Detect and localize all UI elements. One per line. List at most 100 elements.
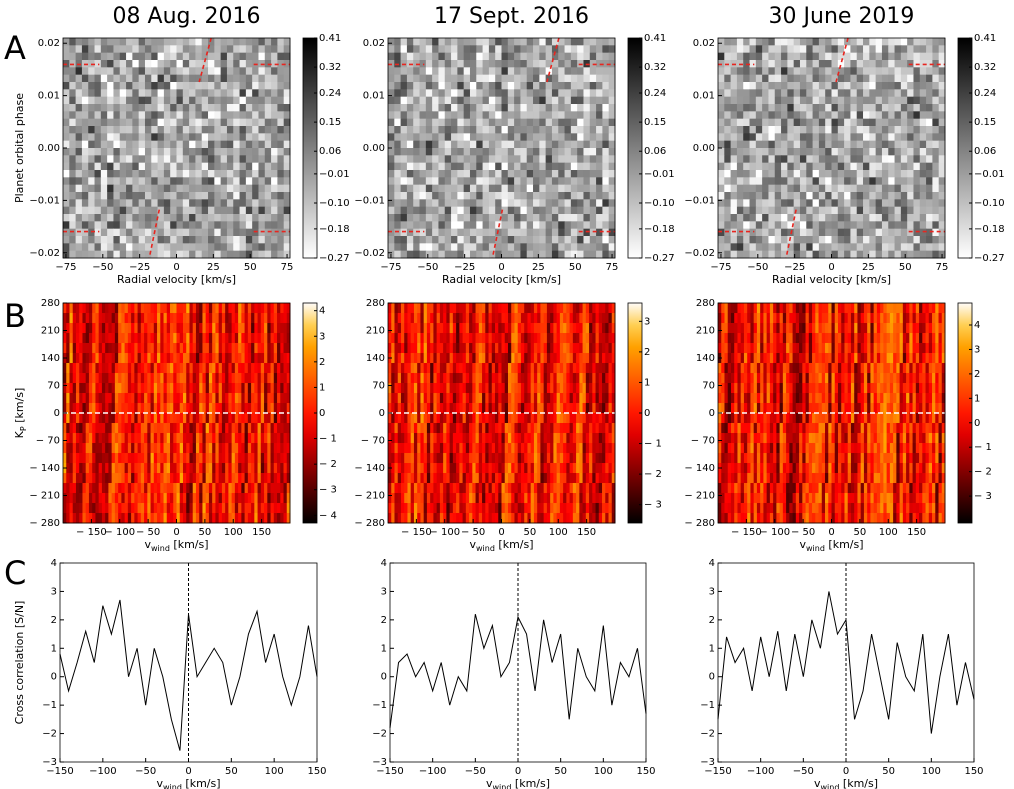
heatmap-cell [170,493,174,504]
heatmap-cell [238,373,242,384]
heatmap-cell [98,473,103,484]
heatmap-cell [105,363,109,374]
heatmap-cell [118,403,122,414]
heatmap-cell [189,413,194,424]
heatmap-cell [108,423,113,434]
heatmap-cell [233,170,241,178]
heatmap-cell [63,493,67,504]
heatmap-cell [111,403,116,414]
heatmap-cell [150,513,155,524]
heatmap-cell [220,184,228,193]
heatmap-cell [137,403,142,414]
heatmap-cell [144,170,152,178]
heatmap-cell [850,148,858,156]
heatmap-cell [88,413,93,424]
heatmap-cell [189,353,194,364]
heatmap-cell [221,333,226,344]
heatmap-cell [247,383,252,394]
heatmap-cell [63,52,70,61]
heatmap-cell [564,184,572,193]
heatmap-cell [88,199,96,208]
heatmap-cell [583,236,591,244]
heatmap-cell [825,184,832,193]
heatmap-cell [100,104,108,112]
heatmap-cell [221,313,226,324]
heatmap-cell [844,67,851,76]
heatmap-cell [132,118,140,127]
heatmap-cell [208,118,215,127]
heatmap-cell [270,373,275,384]
heatmap-cell [182,177,190,186]
heatmap-cell [469,236,477,244]
heatmap-cell [121,363,126,374]
heatmap-cell [774,52,782,61]
heatmap-cell [182,313,187,324]
heatmap-cell [596,104,603,112]
heatmap-cell [488,126,496,134]
heatmap-cell [192,383,197,394]
heatmap-cell [163,104,171,112]
heatmap-cell [608,140,616,149]
heatmap-cell [856,221,864,230]
heatmap-cell [176,443,181,454]
heatmap-cell [919,82,927,90]
heatmap-cell [208,177,215,186]
heatmap-cell [264,353,268,364]
heatmap-cell [144,126,152,134]
heatmap-cell [163,133,171,142]
heatmap-cell [231,363,236,374]
heatmap-cell [724,111,732,120]
heatmap-cell [160,503,165,514]
heatmap-cell [913,221,921,230]
heatmap-cell [176,228,184,237]
heatmap-cell [463,89,471,98]
heatmap-cell [75,493,80,504]
heatmap-cell [258,243,266,252]
heatmap-cell [220,38,228,46]
heatmap-cell [743,221,751,230]
heatmap-cell [208,473,213,484]
heatmap-cell [724,45,732,54]
heatmap-cell [907,118,914,127]
heatmap-cell [189,82,196,90]
colorbar-tick-label: 0.06 [974,146,996,157]
heatmap-cell [107,52,114,61]
heatmap-cell [919,228,927,237]
heatmap-cell [182,503,187,514]
heatmap-cell [85,303,90,314]
heatmap-cell [743,140,751,149]
heatmap-cell [768,192,776,200]
heatmap-cell [214,118,222,127]
heatmap-cell [81,140,89,149]
heatmap-cell [271,250,278,259]
heatmap-cell [79,413,83,424]
heatmap-cell [221,343,226,354]
heatmap-cell [724,177,732,186]
heatmap-cell [124,373,129,384]
heatmap-cell [208,184,215,193]
heatmap-cell [234,343,239,354]
heatmap-cell [208,443,213,454]
heatmap-cell [88,162,96,171]
heatmap-cell [406,243,414,252]
heatmap-cell [245,118,253,127]
heatmap-cell [144,140,152,149]
heatmap-cell [818,221,826,230]
heatmap-cell [419,155,427,164]
heatmap-cell [736,82,744,90]
heatmap-cell [894,177,902,186]
heatmap-cell [863,199,870,208]
heatmap-cell [831,140,839,149]
heatmap-cell [482,243,490,252]
heatmap-cell [258,221,266,230]
heatmap-cell [98,363,103,374]
heatmap-cell [94,74,102,83]
heatmap-cell [583,126,591,134]
heatmap-cell [251,303,255,314]
heatmap-cell [140,403,145,414]
heatmap-cell [875,82,883,90]
heatmap-cell [869,104,877,112]
heatmap-cell [482,60,490,68]
heatmap-cell [221,443,226,454]
heatmap-cell [938,52,946,61]
